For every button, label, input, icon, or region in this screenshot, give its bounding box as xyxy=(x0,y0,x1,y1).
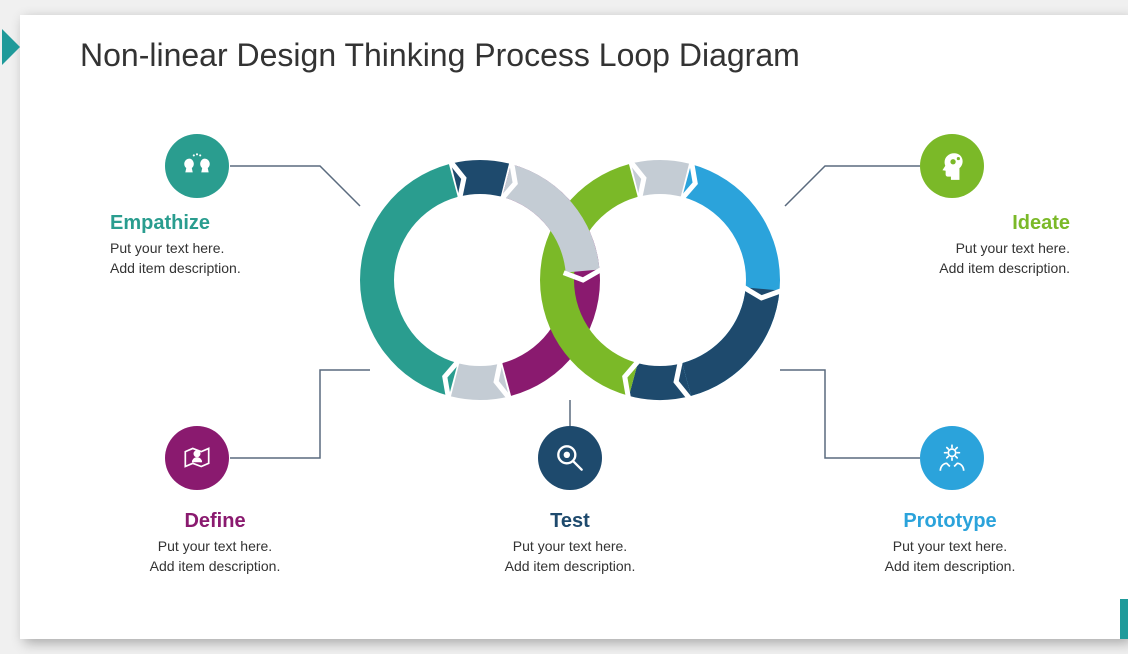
stage-title-test: Test xyxy=(480,510,660,533)
accent-left-chevron xyxy=(2,29,20,65)
stage-desc1-define: Put your text here. xyxy=(115,537,315,557)
stage-title-prototype: Prototype xyxy=(830,510,1070,533)
stage-desc1-ideate: Put your text here. xyxy=(890,239,1070,259)
loop-segment-test_r xyxy=(682,287,779,395)
loop-segment-empathize xyxy=(360,164,458,396)
stage-title-define: Define xyxy=(115,510,315,533)
infinity-loop xyxy=(330,130,810,430)
stage-desc2-define: Add item description. xyxy=(115,557,315,577)
stage-title-ideate: Ideate xyxy=(890,212,1070,235)
stage-title-empathize: Empathize xyxy=(110,212,241,235)
magnifier-icon xyxy=(538,426,602,490)
stage-empathize: Empathize Put your text here.Add item des… xyxy=(110,212,241,278)
page-title: Non-linear Design Thinking Process Loop … xyxy=(80,37,800,74)
stage-desc1-prototype: Put your text here. xyxy=(830,537,1070,557)
stage-prototype: Prototype Put your text here.Add item des… xyxy=(830,510,1070,576)
stage-desc2-prototype: Add item description. xyxy=(830,557,1070,577)
hands-gear-icon xyxy=(920,426,984,490)
stage-ideate: Ideate Put your text here.Add item descri… xyxy=(890,212,1070,278)
stage-define: Define Put your text here.Add item descri… xyxy=(115,510,315,576)
slide: Non-linear Design Thinking Process Loop … xyxy=(20,15,1128,639)
loop-segment-s_bot2 xyxy=(629,363,691,400)
stage-desc2-empathize: Add item description. xyxy=(110,259,241,279)
two-heads-icon xyxy=(165,134,229,198)
stage-test: Test Put your text here.Add item descript… xyxy=(480,510,660,576)
map-person-icon xyxy=(165,426,229,490)
stage-desc2-ideate: Add item description. xyxy=(890,259,1070,279)
stage-desc2-test: Add item description. xyxy=(480,557,660,577)
stage-desc1-empathize: Put your text here. xyxy=(110,239,241,259)
head-gear-icon xyxy=(920,134,984,198)
stage-desc1-test: Put your text here. xyxy=(480,537,660,557)
diagram: EmpathizePut your text here.Add item des… xyxy=(20,110,1128,630)
